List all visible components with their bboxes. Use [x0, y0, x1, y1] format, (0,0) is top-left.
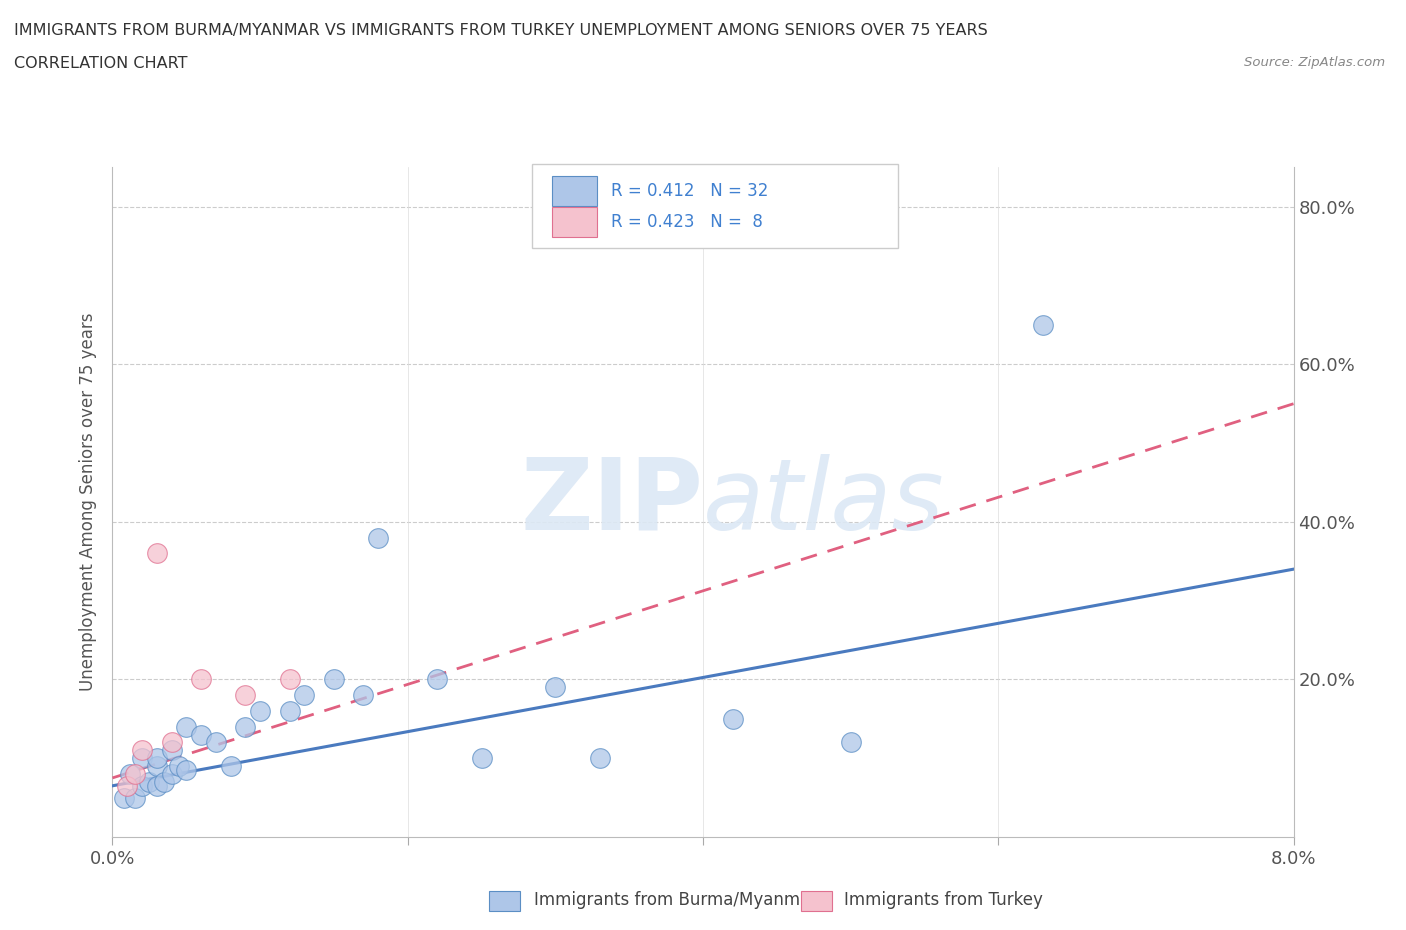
- Point: [174, 763, 197, 777]
- Point: [160, 743, 183, 758]
- Point: [153, 775, 176, 790]
- Text: Immigrants from Burma/Myanmar: Immigrants from Burma/Myanmar: [534, 891, 817, 910]
- Point: [138, 775, 160, 790]
- Point: [112, 790, 135, 805]
- Text: CORRELATION CHART: CORRELATION CHART: [14, 56, 187, 71]
- Point: [131, 778, 153, 793]
- Point: [131, 743, 153, 758]
- Point: [167, 759, 190, 774]
- Point: [219, 759, 242, 774]
- Point: [721, 711, 744, 726]
- Y-axis label: Unemployment Among Seniors over 75 years: Unemployment Among Seniors over 75 years: [79, 313, 97, 691]
- Text: IMMIGRANTS FROM BURMA/MYANMAR VS IMMIGRANTS FROM TURKEY UNEMPLOYMENT AMONG SENIO: IMMIGRANTS FROM BURMA/MYANMAR VS IMMIGRA…: [14, 23, 988, 38]
- Point: [124, 766, 146, 781]
- Point: [174, 719, 197, 734]
- Point: [278, 672, 301, 687]
- Point: [146, 778, 169, 793]
- Point: [352, 688, 374, 703]
- Point: [160, 735, 183, 750]
- Text: atlas: atlas: [703, 454, 945, 551]
- Point: [160, 766, 183, 781]
- FancyBboxPatch shape: [551, 207, 596, 237]
- Point: [233, 688, 256, 703]
- Point: [471, 751, 494, 765]
- Point: [278, 703, 301, 718]
- Point: [233, 719, 256, 734]
- Point: [124, 790, 146, 805]
- Point: [323, 672, 346, 687]
- Point: [146, 546, 169, 561]
- Text: Source: ZipAtlas.com: Source: ZipAtlas.com: [1244, 56, 1385, 69]
- Point: [146, 759, 169, 774]
- Point: [190, 727, 212, 742]
- Point: [367, 530, 389, 545]
- Point: [190, 672, 212, 687]
- FancyBboxPatch shape: [551, 176, 596, 206]
- Point: [292, 688, 315, 703]
- Point: [588, 751, 610, 765]
- FancyBboxPatch shape: [531, 164, 898, 247]
- Point: [1032, 317, 1054, 332]
- Point: [249, 703, 271, 718]
- Point: [544, 680, 567, 695]
- Text: R = 0.412   N = 32: R = 0.412 N = 32: [610, 182, 768, 200]
- Point: [146, 751, 169, 765]
- Point: [131, 751, 153, 765]
- Text: R = 0.423   N =  8: R = 0.423 N = 8: [610, 213, 762, 232]
- Point: [120, 766, 142, 781]
- Point: [117, 778, 138, 793]
- Text: Immigrants from Turkey: Immigrants from Turkey: [844, 891, 1042, 910]
- Point: [205, 735, 228, 750]
- Point: [839, 735, 862, 750]
- Point: [426, 672, 449, 687]
- Text: ZIP: ZIP: [520, 454, 703, 551]
